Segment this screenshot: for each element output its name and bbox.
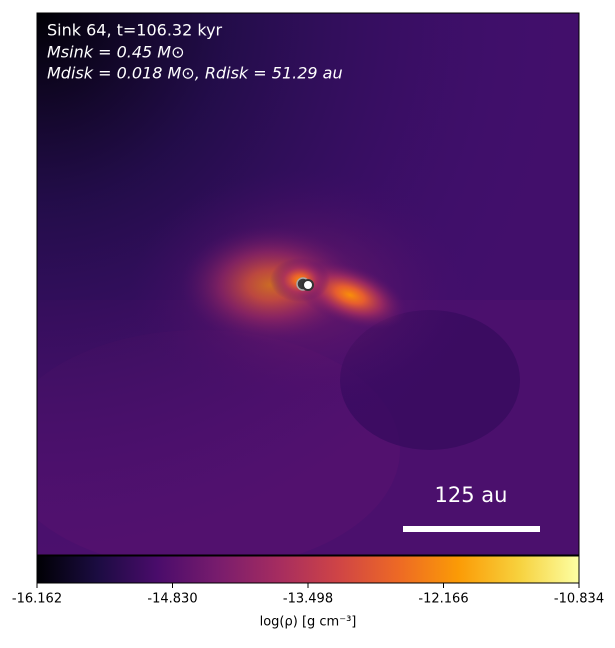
density-map	[37, 13, 579, 555]
colorbar-label: log(ρ) [g cm⁻³]	[260, 615, 357, 630]
colorbar-tick-label: -13.498	[283, 592, 333, 607]
annotation: Sink 64, t=106.32 kyr	[47, 21, 223, 40]
frame	[36, 12, 580, 556]
annotation: Mdisk = 0.018 M⊙, Rdisk = 51.29 au	[47, 64, 343, 83]
colorbar-tick-label: -10.834	[554, 592, 604, 607]
colorbar-tick-label: -12.166	[418, 592, 468, 607]
colorbar-tick-label: -14.830	[147, 592, 197, 607]
colorbar	[36, 555, 580, 584]
colorbar-tick-label: -16.162	[12, 592, 62, 607]
annotation: Msink = 0.45 M⊙	[47, 43, 185, 62]
scalebar-label: 125 au	[435, 483, 508, 507]
